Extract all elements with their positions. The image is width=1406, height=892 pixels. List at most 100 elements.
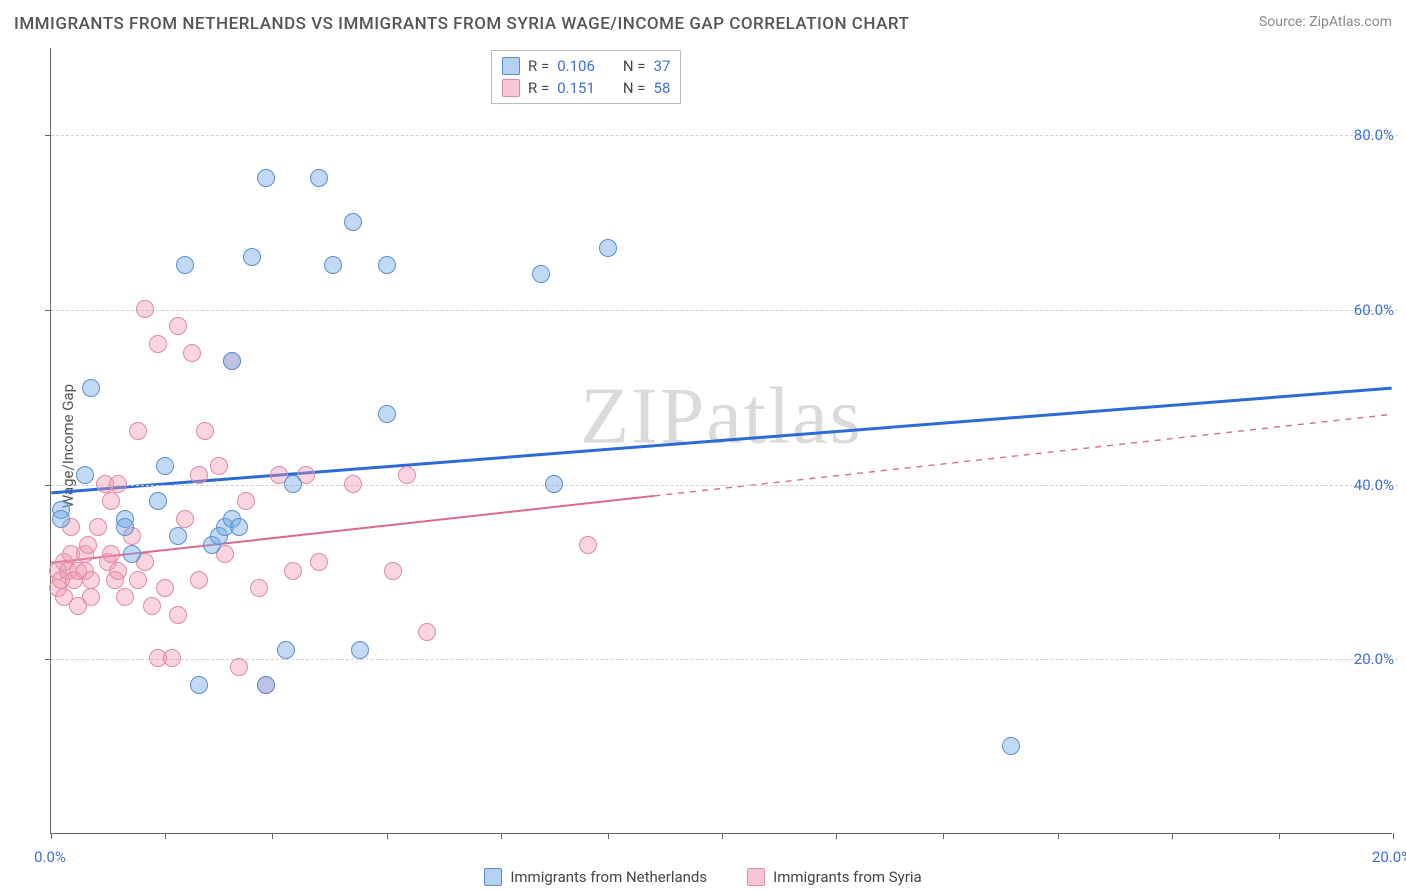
trend-lines bbox=[51, 48, 1392, 833]
scatter-point-syria bbox=[163, 649, 181, 667]
scatter-point-netherlands bbox=[52, 510, 70, 528]
legend-r-value: 0.106 bbox=[557, 57, 595, 75]
scatter-point-syria bbox=[579, 536, 597, 554]
scatter-point-syria bbox=[129, 571, 147, 589]
legend-swatch bbox=[747, 868, 765, 886]
scatter-point-syria bbox=[169, 606, 187, 624]
scatter-point-syria bbox=[250, 579, 268, 597]
plot-area: ZIPatlas R = 0.106 N = 37 R = 0.151 N = … bbox=[50, 48, 1392, 834]
xtick-mark bbox=[387, 833, 388, 839]
legend-swatch bbox=[502, 57, 520, 75]
gridline-h bbox=[51, 659, 1398, 660]
scatter-point-syria bbox=[102, 492, 120, 510]
legend-n-label: N = bbox=[623, 57, 646, 75]
scatter-point-syria bbox=[79, 536, 97, 554]
scatter-point-netherlands bbox=[277, 641, 295, 659]
scatter-point-syria bbox=[183, 344, 201, 362]
watermark: ZIPatlas bbox=[580, 371, 863, 462]
xtick-label: 0.0% bbox=[34, 848, 66, 866]
xtick-mark bbox=[1172, 833, 1173, 839]
legend-r-value: 0.151 bbox=[557, 79, 595, 97]
legend-row: R = 0.106 N = 37 bbox=[502, 55, 670, 77]
scatter-point-netherlands bbox=[149, 492, 167, 510]
scatter-point-syria bbox=[190, 571, 208, 589]
scatter-point-netherlands bbox=[257, 169, 275, 187]
xtick-mark bbox=[1058, 833, 1059, 839]
xtick-mark bbox=[1279, 833, 1280, 839]
scatter-point-syria bbox=[418, 623, 436, 641]
scatter-point-netherlands bbox=[257, 676, 275, 694]
ytick-label: 20.0% bbox=[1354, 650, 1398, 668]
scatter-point-netherlands bbox=[82, 379, 100, 397]
scatter-point-netherlands bbox=[176, 256, 194, 274]
scatter-point-netherlands bbox=[1002, 737, 1020, 755]
ytick-label: 80.0% bbox=[1354, 126, 1398, 144]
scatter-point-syria bbox=[136, 300, 154, 318]
scatter-point-netherlands bbox=[378, 405, 396, 423]
trend-line bbox=[51, 388, 1391, 493]
scatter-point-syria bbox=[109, 475, 127, 493]
gridline-h bbox=[51, 310, 1398, 311]
scatter-point-netherlands bbox=[123, 545, 141, 563]
scatter-point-syria bbox=[237, 492, 255, 510]
scatter-point-syria bbox=[190, 466, 208, 484]
xtick-mark bbox=[1393, 833, 1394, 839]
legend-bottom-item: Immigrants from Syria bbox=[747, 868, 922, 886]
ytick-mark bbox=[45, 310, 51, 311]
legend-series-label: Immigrants from Netherlands bbox=[510, 868, 707, 886]
xtick-label: 20.0% bbox=[1372, 848, 1406, 866]
scatter-point-syria bbox=[116, 588, 134, 606]
legend-n-value: 58 bbox=[654, 79, 671, 97]
scatter-point-syria bbox=[398, 466, 416, 484]
xtick-mark bbox=[51, 833, 52, 839]
scatter-point-netherlands bbox=[599, 239, 617, 257]
scatter-point-netherlands bbox=[243, 248, 261, 266]
scatter-point-syria bbox=[129, 422, 147, 440]
scatter-point-netherlands bbox=[169, 527, 187, 545]
scatter-point-netherlands bbox=[310, 169, 328, 187]
scatter-point-netherlands bbox=[324, 256, 342, 274]
legend-row: R = 0.151 N = 58 bbox=[502, 77, 670, 99]
scatter-point-syria bbox=[109, 562, 127, 580]
scatter-point-netherlands bbox=[230, 518, 248, 536]
scatter-point-syria bbox=[82, 571, 100, 589]
scatter-point-syria bbox=[344, 475, 362, 493]
scatter-point-syria bbox=[143, 597, 161, 615]
scatter-point-netherlands bbox=[378, 256, 396, 274]
legend-swatch bbox=[502, 79, 520, 97]
scatter-point-syria bbox=[89, 518, 107, 536]
scatter-point-netherlands bbox=[190, 676, 208, 694]
source-attribution: Source: ZipAtlas.com bbox=[1259, 14, 1392, 30]
chart-title: IMMIGRANTS FROM NETHERLANDS VS IMMIGRANT… bbox=[14, 14, 909, 34]
scatter-point-syria bbox=[310, 553, 328, 571]
scatter-point-netherlands bbox=[532, 265, 550, 283]
scatter-point-syria bbox=[176, 510, 194, 528]
legend-r-label: R = bbox=[528, 57, 549, 75]
series-legend: Immigrants from Netherlands Immigrants f… bbox=[0, 868, 1406, 886]
scatter-point-syria bbox=[169, 317, 187, 335]
xtick-mark bbox=[501, 833, 502, 839]
gridline-h bbox=[51, 485, 1398, 486]
xtick-mark bbox=[722, 833, 723, 839]
chart-container: IMMIGRANTS FROM NETHERLANDS VS IMMIGRANT… bbox=[0, 0, 1406, 892]
gridline-h bbox=[51, 135, 1398, 136]
scatter-point-netherlands bbox=[116, 518, 134, 536]
scatter-point-syria bbox=[284, 562, 302, 580]
ytick-mark bbox=[45, 485, 51, 486]
legend-bottom-item: Immigrants from Netherlands bbox=[484, 868, 707, 886]
scatter-point-netherlands bbox=[223, 352, 241, 370]
legend-n-label: N = bbox=[623, 79, 646, 97]
scatter-point-syria bbox=[230, 658, 248, 676]
xtick-mark bbox=[608, 833, 609, 839]
trend-line-dashed bbox=[654, 414, 1391, 496]
scatter-point-syria bbox=[149, 335, 167, 353]
xtick-mark bbox=[836, 833, 837, 839]
xtick-mark bbox=[165, 833, 166, 839]
ytick-label: 60.0% bbox=[1354, 301, 1398, 319]
xtick-mark bbox=[272, 833, 273, 839]
scatter-point-netherlands bbox=[284, 475, 302, 493]
legend-n-value: 37 bbox=[654, 57, 671, 75]
ytick-mark bbox=[45, 659, 51, 660]
ytick-mark bbox=[45, 135, 51, 136]
scatter-point-netherlands bbox=[76, 466, 94, 484]
